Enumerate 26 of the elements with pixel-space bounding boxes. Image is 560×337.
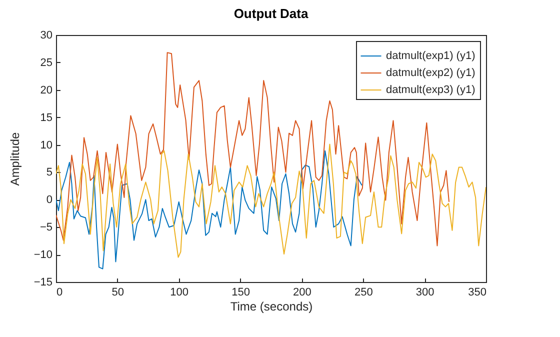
y-tick-label: 0 [46, 194, 52, 206]
y-tick-label: 20 [40, 84, 52, 96]
y-tick-label: −15 [34, 276, 52, 288]
chart-title: Output Data [234, 6, 309, 21]
line-series [56, 150, 362, 270]
y-axis-title: Amplitude [8, 132, 22, 186]
x-tick-label: 150 [232, 286, 250, 298]
line-series [56, 144, 486, 258]
x-tick-label: 100 [170, 286, 189, 298]
x-axis-title: Time (seconds) [230, 300, 313, 314]
x-tick-label: 250 [354, 286, 373, 298]
x-tick-label: 200 [293, 286, 312, 298]
y-tick-label: −5 [40, 222, 52, 234]
x-tick-label: 0 [56, 286, 63, 298]
x-tick-label: 300 [416, 286, 434, 298]
y-tick-label: 15 [40, 112, 52, 124]
legend-label: datmult(exp1) (y1) [386, 50, 476, 62]
y-tick-label: 30 [40, 30, 52, 42]
y-tick-label: 5 [46, 166, 52, 179]
y-tick-label: 25 [40, 56, 52, 69]
legend-label: datmult(exp3) (y1) [386, 84, 476, 96]
x-tick-label: 350 [468, 286, 486, 298]
legend-label: datmult(exp2) (y1) [386, 67, 476, 79]
y-tick-label: 10 [40, 139, 52, 152]
y-tick-label: −10 [34, 249, 52, 262]
x-tick-label: 50 [112, 286, 124, 298]
